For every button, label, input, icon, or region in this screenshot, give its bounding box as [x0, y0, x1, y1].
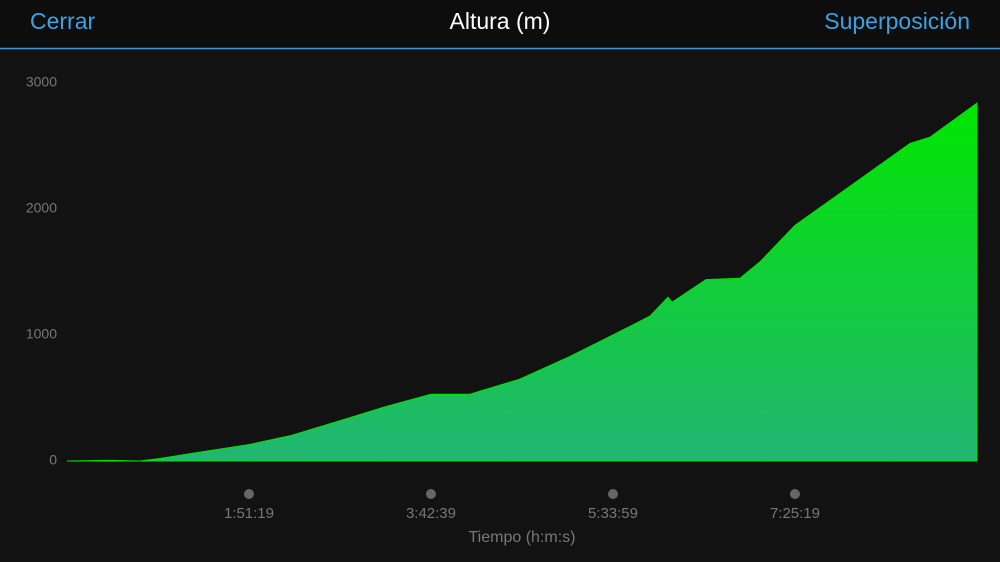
x-tick-dot — [607, 489, 618, 499]
x-tick-dot — [789, 489, 800, 499]
header-bar — [0, 0, 1000, 48]
x-tick-dot — [425, 489, 436, 499]
x-tick-label: 3:42:39 — [406, 505, 456, 522]
screen-title: Altura (m) — [450, 8, 551, 34]
x-tick-label: 5:33:59 — [588, 505, 638, 522]
y-tick-label: 3000 — [26, 74, 57, 90]
x-tick-label: 7:25:19 — [770, 505, 820, 522]
y-tick-label: 0 — [49, 452, 57, 468]
x-tick-label: 1:51:19 — [224, 505, 274, 522]
y-tick-label: 2000 — [26, 200, 57, 216]
close-button[interactable]: Cerrar — [30, 8, 96, 34]
y-tick-label: 1000 — [26, 326, 57, 342]
x-axis-label: Tiempo (h:m:s) — [469, 529, 576, 546]
overlay-button[interactable]: Superposición — [824, 8, 970, 34]
altitude-area — [66, 102, 978, 462]
x-tick-dot — [243, 489, 254, 499]
